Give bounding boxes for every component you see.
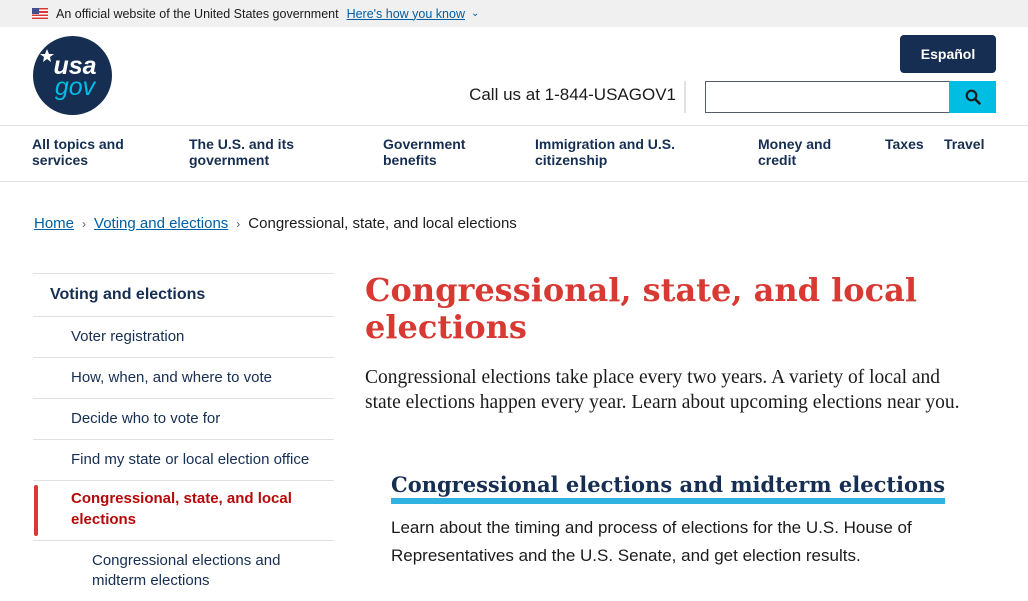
sidebar-item-decide[interactable]: Decide who to vote for: [33, 398, 334, 439]
page-title: Congressional, state, and local election…: [365, 271, 917, 346]
search-button[interactable]: [949, 81, 996, 113]
sidebar-item-how-to-vote[interactable]: How, when, and where to vote: [33, 357, 334, 398]
nav-all-topics[interactable]: All topics and services: [32, 136, 124, 168]
chevron-right-icon: ›: [236, 216, 241, 231]
sidebar-subitem-midterm[interactable]: Congressional elections and midterm elec…: [33, 540, 334, 601]
breadcrumb-home[interactable]: Home: [34, 215, 75, 232]
sidebar-item-voting[interactable]: Voting and elections: [33, 273, 334, 316]
nav-taxes[interactable]: Taxes: [885, 136, 924, 152]
svg-text:usa: usa: [53, 52, 96, 80]
nav-travel[interactable]: Travel: [944, 136, 985, 152]
chevron-right-icon: ›: [82, 216, 87, 231]
svg-text:gov: gov: [55, 73, 97, 101]
nav-government-benefits[interactable]: Government benefits: [383, 136, 466, 168]
banner-text: An official website of the United States…: [56, 6, 339, 21]
gov-banner: An official website of the United States…: [0, 0, 1028, 27]
chevron-down-icon[interactable]: ⌄: [471, 8, 480, 19]
espanol-button[interactable]: Español: [900, 35, 996, 73]
lead-text: Congressional elections take place every…: [365, 367, 960, 413]
sidebar-nav: Voting and elections Voter registration …: [33, 273, 334, 601]
breadcrumb: Home › Voting and elections › Congressio…: [34, 215, 517, 232]
sidebar-item-current[interactable]: Congressional, state, and local election…: [33, 480, 334, 540]
search-input[interactable]: [705, 81, 949, 113]
section-link-midterm[interactable]: Congressional elections and midterm elec…: [391, 472, 946, 504]
nav-immigration[interactable]: Immigration and U.S. citizenship: [535, 136, 676, 168]
usagov-logo[interactable]: usa gov: [33, 36, 112, 115]
sidebar-item-voter-registration[interactable]: Voter registration: [33, 316, 334, 357]
section-description: Learn about the timing and process of el…: [391, 518, 912, 565]
nav-money-credit[interactable]: Money and credit: [758, 136, 832, 168]
search-icon: [965, 89, 981, 105]
nav-us-government[interactable]: The U.S. and its government: [189, 136, 295, 168]
divider: [684, 81, 686, 113]
sidebar-item-election-office[interactable]: Find my state or local election office: [33, 439, 334, 480]
us-flag-icon: [32, 8, 48, 19]
main-nav: All topics and services The U.S. and its…: [0, 126, 1028, 182]
breadcrumb-voting[interactable]: Voting and elections: [94, 215, 229, 232]
how-you-know-link[interactable]: Here's how you know: [346, 6, 465, 21]
header: usa gov Español Call us at 1-844-USAGOV1: [0, 27, 1028, 126]
breadcrumb-current: Congressional, state, and local election…: [248, 215, 517, 232]
call-us-text: Call us at 1-844-USAGOV1: [469, 85, 676, 104]
